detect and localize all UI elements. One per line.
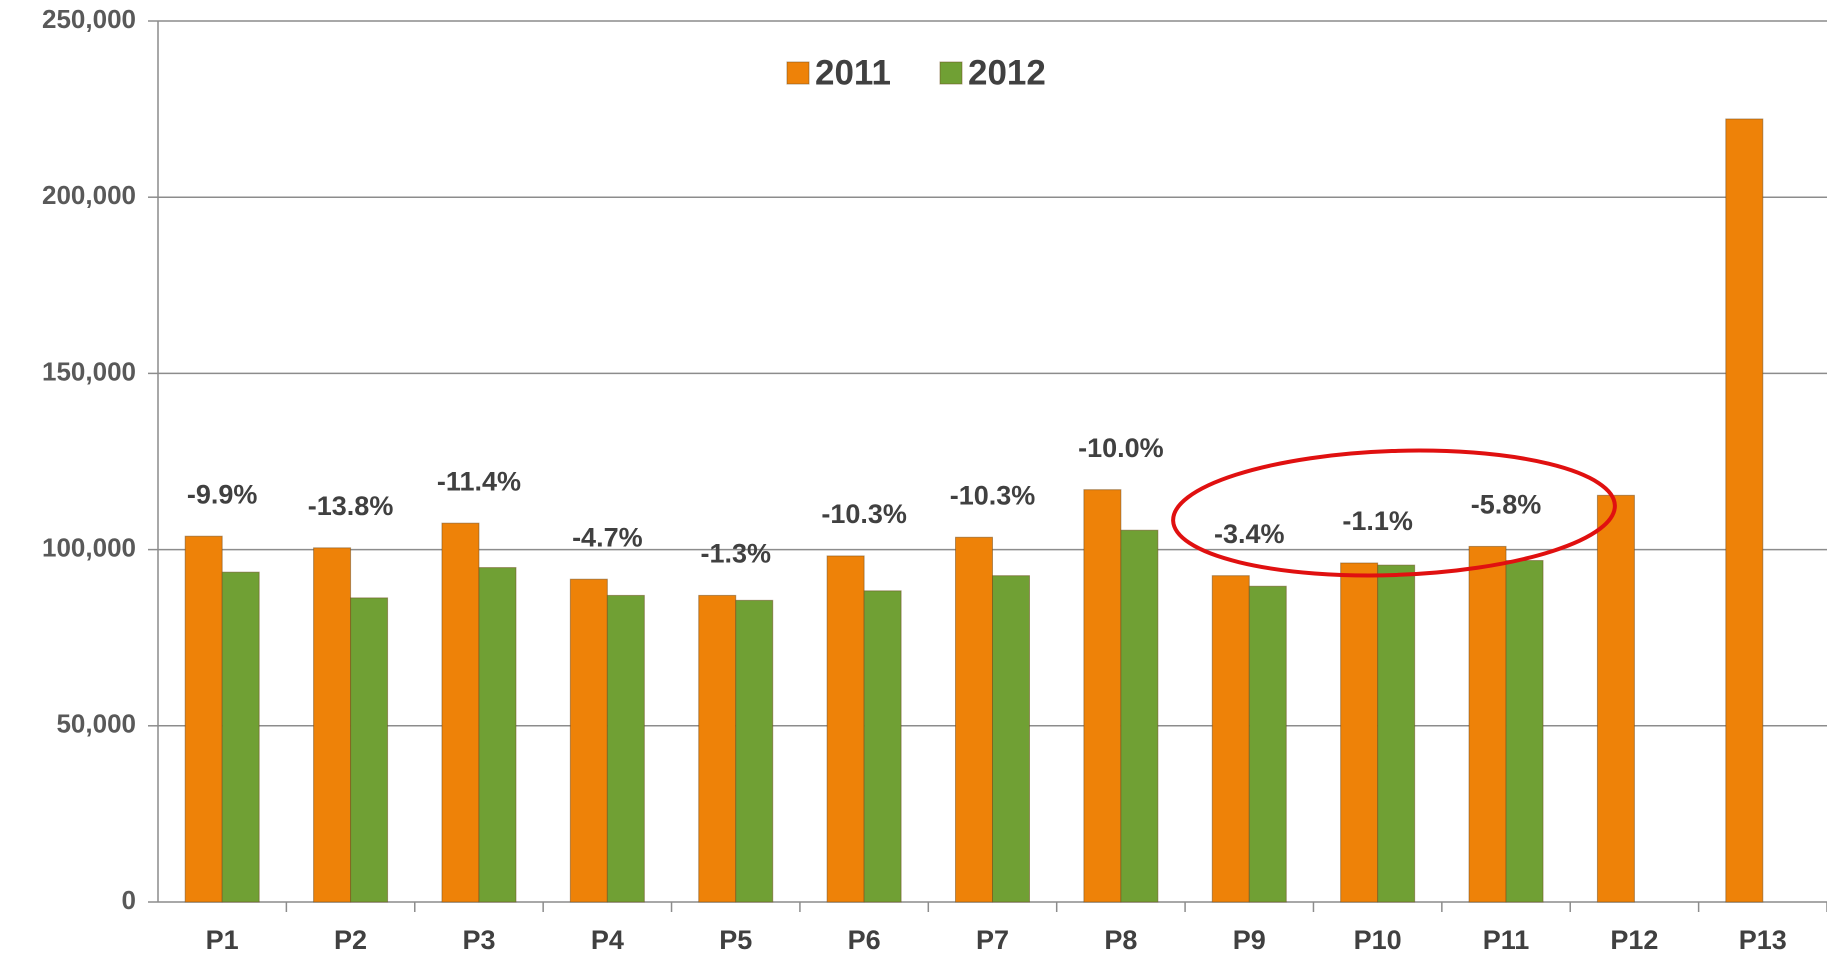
x-tick-label: P6 (848, 925, 881, 955)
y-tick-label: 50,000 (56, 709, 136, 739)
bar (1248, 585, 1287, 903)
bar (955, 536, 993, 903)
change-label: -9.9% (187, 479, 258, 509)
change-label: -10.3% (950, 480, 1036, 510)
y-tick-label: 0 (122, 885, 136, 915)
legend-label: 2012 (968, 53, 1046, 92)
x-tick-label: P7 (976, 925, 1009, 955)
y-tick-label: 150,000 (42, 356, 136, 386)
bar (569, 578, 608, 903)
bar (735, 599, 774, 903)
bar (184, 535, 223, 903)
bar (1596, 494, 1635, 903)
bar (698, 594, 737, 903)
x-tick-label: P13 (1739, 925, 1787, 955)
bar (350, 597, 389, 903)
y-tick-label: 250,000 (42, 4, 136, 34)
bar (221, 571, 260, 903)
bar (1083, 489, 1122, 903)
bar (1377, 564, 1416, 903)
bar (1340, 562, 1379, 903)
legend-swatch (939, 61, 963, 85)
x-tick-label: P8 (1104, 925, 1137, 955)
change-label: -10.0% (1078, 433, 1164, 463)
x-tick-label: P1 (206, 925, 239, 955)
change-label: -11.4% (437, 466, 521, 496)
bar (1120, 529, 1159, 903)
bar (606, 594, 645, 903)
legend-swatch (786, 61, 810, 85)
change-label: -1.3% (700, 539, 771, 569)
change-label: -4.7% (572, 522, 643, 552)
highlight-ellipse (1171, 448, 1617, 578)
bar (863, 590, 902, 903)
y-tick-label: 200,000 (42, 180, 136, 210)
change-label: -5.8% (1471, 490, 1542, 520)
change-label: -13.8% (308, 491, 394, 521)
x-tick-label: P11 (1483, 925, 1530, 955)
bar (992, 575, 1030, 903)
x-tick-label: P4 (591, 925, 624, 955)
bar (826, 555, 865, 903)
x-tick-label: P10 (1354, 925, 1402, 955)
x-tick-label: P9 (1233, 925, 1266, 955)
bar (313, 547, 352, 903)
y-tick-label: 100,000 (42, 532, 136, 562)
bar (1505, 560, 1544, 903)
bar (441, 522, 480, 903)
bar (1211, 575, 1250, 903)
change-label: -3.4% (1214, 519, 1285, 549)
x-tick-label: P12 (1610, 925, 1658, 955)
x-tick-label: P5 (719, 925, 752, 955)
legend-label: 2011 (815, 53, 891, 92)
x-tick-label: P2 (334, 925, 367, 955)
change-label: -10.3% (821, 499, 907, 529)
x-tick-label: P3 (462, 925, 495, 955)
bar (478, 567, 517, 903)
bar (1725, 118, 1764, 903)
bar (1468, 545, 1507, 903)
change-label: -1.1% (1342, 506, 1413, 536)
